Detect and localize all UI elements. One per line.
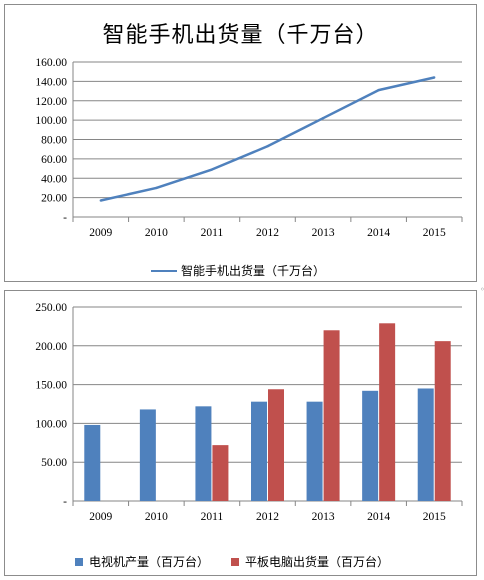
tablet-bar: [379, 323, 396, 501]
legend: 智能手机出货量（千万台）: [151, 262, 347, 279]
y-tick-label: 250.00: [35, 302, 67, 314]
y-tick-label: 20.00: [41, 193, 67, 205]
tv-bar: [84, 424, 101, 501]
x-tick-label: 2015: [423, 511, 446, 523]
tv-bar: [306, 401, 323, 501]
y-tick-label: 200.00: [35, 341, 67, 353]
x-tick-label: 2011: [201, 227, 224, 239]
tablet-bar: [212, 445, 229, 501]
x-tick-label: 2014: [367, 511, 390, 523]
legend-label: 平板电脑出货量（百万台）: [245, 555, 390, 569]
x-tick-label: 2009: [89, 227, 112, 239]
x-tick-label: 2010: [145, 227, 168, 239]
tv-bar: [362, 390, 379, 501]
y-tick-label: 140.00: [35, 76, 67, 88]
legend-line-swatch: [151, 269, 177, 272]
tablet-bar: [434, 341, 451, 501]
legend-square-swatch: [231, 557, 240, 566]
x-tick-label: 2009: [89, 511, 112, 523]
x-tick-label: 2012: [256, 227, 279, 239]
y-tick-label: 60.00: [41, 154, 67, 166]
x-tick-label: 2011: [201, 511, 224, 523]
x-tick-label: 2014: [367, 227, 390, 239]
y-tick-label: -: [63, 496, 67, 508]
tv-bar: [139, 409, 156, 501]
x-tick-label: 2012: [256, 511, 279, 523]
data-point: [210, 168, 214, 171]
y-tick-label: 80.00: [41, 135, 67, 147]
bar-chart: - 50.00 100.00 150.00 200.00 250.00 2009 2010 20…: [35, 302, 463, 523]
x-tick-label: 2013: [312, 511, 335, 523]
legend-square-swatch: [75, 557, 83, 566]
y-tick-label: 40.00: [41, 173, 67, 185]
tablet-bar: [323, 330, 340, 501]
data-point: [433, 76, 436, 79]
legend-item: 智能手机出货量（千万台）: [151, 262, 325, 279]
data-point: [99, 199, 102, 202]
y-tick-label: 100.00: [35, 418, 67, 430]
x-tick-label: 2010: [145, 511, 168, 523]
data-point: [377, 88, 380, 92]
legend-item: 电视机产量（百万台）: [75, 553, 209, 570]
small-marker: ◦: [480, 285, 484, 294]
y-tick-label: 160.00: [35, 57, 67, 69]
tv-bar: [417, 388, 434, 501]
legend-label: 电视机产量（百万台）: [89, 555, 210, 569]
tv-bar: [195, 406, 212, 501]
legend-item: 平板电脑出货量（百万台）: [231, 553, 389, 570]
legend: 电视机产量（百万台） 平板电脑出货量（百万台）: [75, 553, 411, 570]
data-point: [155, 186, 158, 190]
chart-title: 智能手机出货量（千万台）: [102, 23, 379, 48]
y-tick-label: 50.00: [41, 457, 67, 469]
x-tick-label: 2015: [423, 227, 446, 239]
legend-label: 智能手机出货量（千万台）: [181, 264, 326, 278]
line-chart: - 20.00 40.00 60.00 80.00 100.00 120.00 140.00 1…: [35, 57, 463, 239]
x-tick-label: 2013: [312, 227, 335, 239]
y-tick-label: 100.00: [35, 115, 67, 127]
tv-tablet-chart-panel: - 50.00 100.00 150.00 200.00 250.00 2009 2010 20…: [4, 290, 477, 576]
y-tick-label: 120.00: [35, 96, 67, 108]
tv-bar: [251, 401, 267, 501]
smartphone-chart-panel: 智能手机出货量（千万台） - 20.00 40.00 60.00 80.00 100.00…: [4, 4, 477, 282]
y-tick-label: -: [63, 212, 67, 224]
data-point: [266, 145, 269, 148]
y-tick-label: 150.00: [35, 380, 67, 392]
tablet-bar: [268, 389, 284, 501]
data-point: [321, 116, 325, 120]
